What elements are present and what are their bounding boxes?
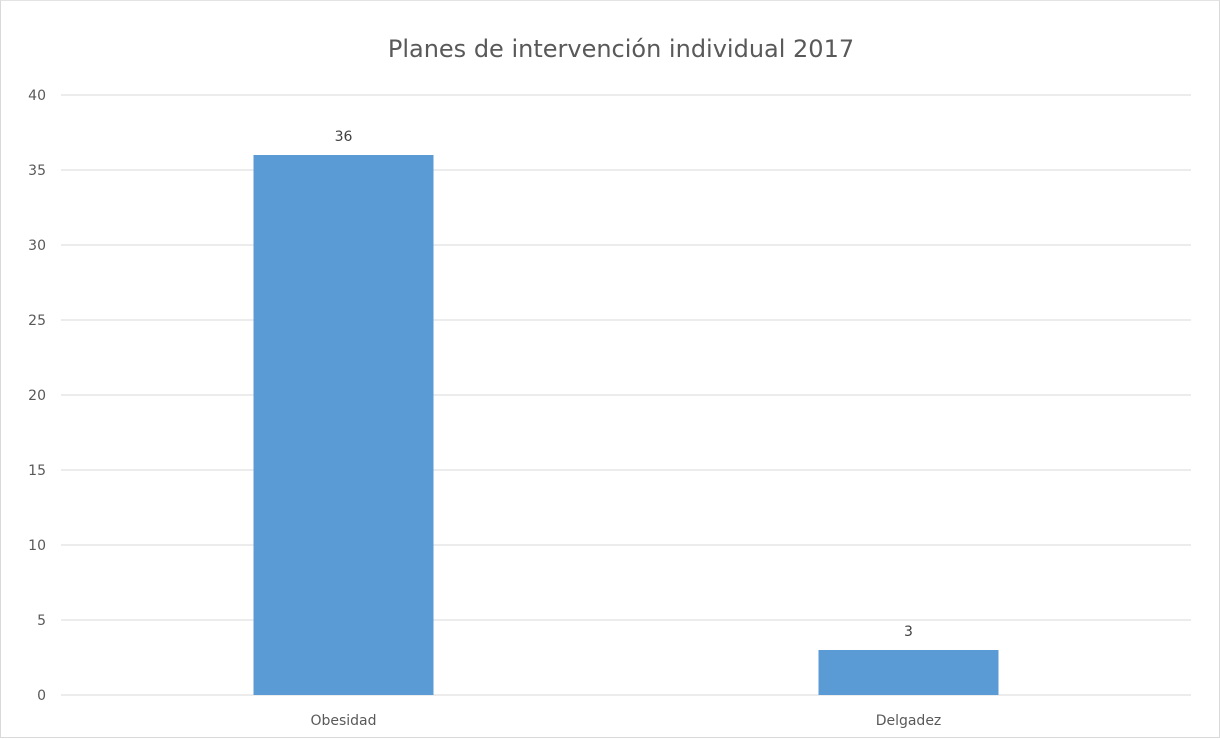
y-tick-label: 10: [28, 538, 46, 554]
bar-delgadez: [818, 650, 999, 695]
y-axis-ticks: 0 5 10 15 20 25 30 35 40: [28, 88, 46, 704]
data-labels: 36 3: [335, 129, 913, 640]
gridlines: [61, 94, 1191, 696]
y-tick-label: 25: [28, 313, 46, 329]
x-tick-label: Obesidad: [310, 713, 376, 729]
bars: [253, 155, 999, 695]
y-tick-label: 5: [37, 613, 46, 629]
data-label: 3: [904, 624, 913, 640]
x-axis-ticks: Obesidad Delgadez: [310, 713, 941, 729]
y-tick-label: 0: [37, 688, 46, 704]
x-tick-label: Delgadez: [876, 713, 942, 729]
y-tick-label: 15: [28, 463, 46, 479]
y-tick-label: 40: [28, 88, 46, 104]
y-tick-label: 35: [28, 163, 46, 179]
bar-obesidad: [253, 155, 434, 695]
y-tick-label: 20: [28, 388, 46, 404]
y-tick-label: 30: [28, 238, 46, 254]
data-label: 36: [335, 129, 353, 145]
chart-title: Planes de intervención individual 2017: [388, 35, 854, 63]
